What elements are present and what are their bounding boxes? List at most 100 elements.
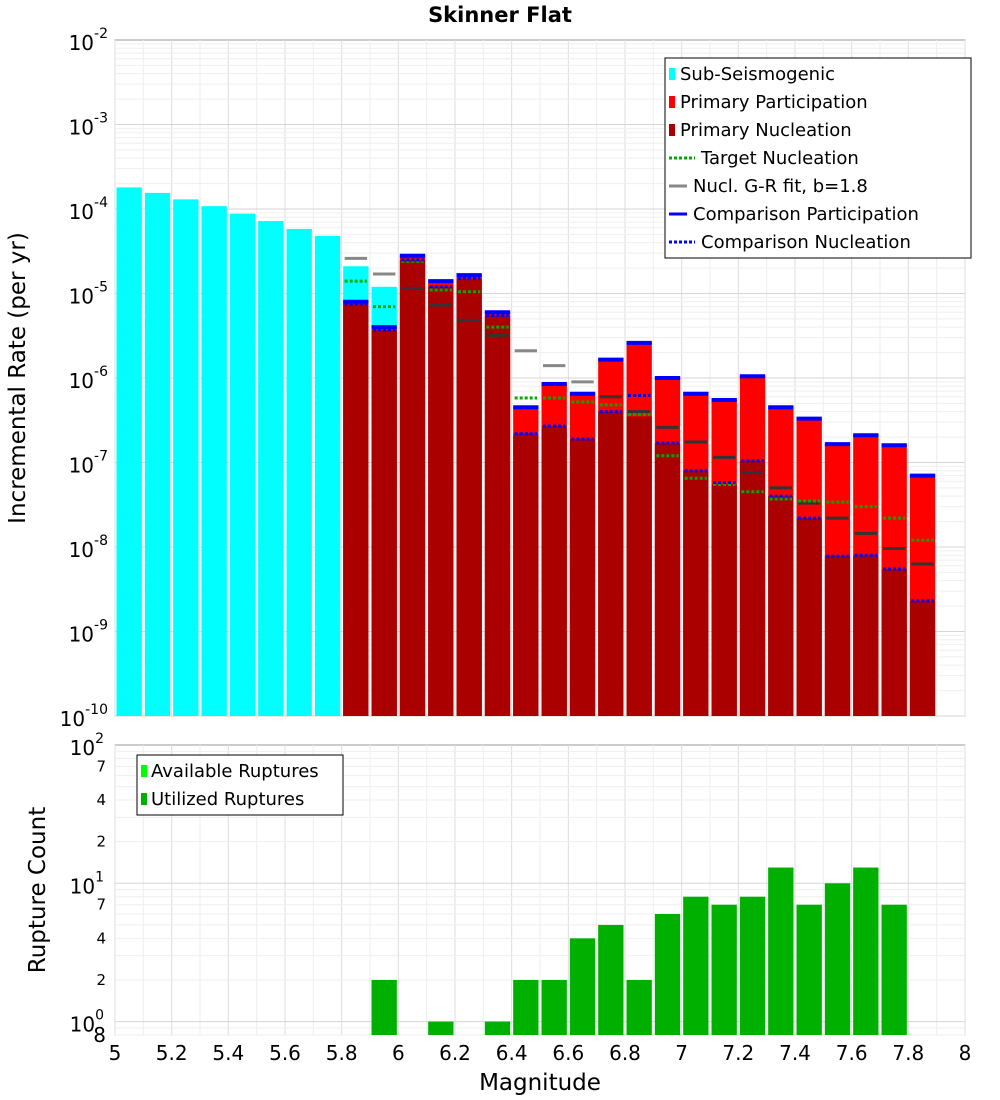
legend-swatch <box>669 68 675 80</box>
x-tick-label: 6.4 <box>496 1041 528 1065</box>
primary-nucleation-bar <box>541 426 567 716</box>
bottom-panel: 100 101 102 8 2 4 7 2 4 7 5 5.2 5.4 5.6 5.8 6 6.2 6.4 6.6… <box>25 731 971 1096</box>
y-tick-label: 10-4 <box>69 195 109 224</box>
y-tick-label: 101 <box>70 869 104 898</box>
primary-nucleation-bar <box>513 433 539 716</box>
utilized-rupture-bar <box>683 896 709 1035</box>
legend-label: Comparison Participation <box>693 204 919 225</box>
sub-seismogenic-bar <box>173 199 199 717</box>
x-tick-labels: 5 5.2 5.4 5.6 5.8 6 6.2 6.4 6.6 6.8 7 7.2 7.4 7.6 7.8 8 <box>109 1041 972 1065</box>
x-tick-label: 7.8 <box>892 1041 924 1065</box>
sub-seismogenic-bar <box>116 187 142 717</box>
legend-box <box>136 754 344 816</box>
top-y-axis-label: Incremental Rate (per yr) <box>5 232 31 524</box>
x-axis-label: Magnitude <box>479 1070 601 1096</box>
y-minor-tick-label: 2 <box>96 971 106 989</box>
legend-label: Target Nucleation <box>700 148 859 169</box>
primary-nucleation-bar <box>853 555 879 716</box>
primary-nucleation-bar <box>569 438 596 716</box>
legend-swatch <box>141 793 147 805</box>
utilized-rupture-bar <box>569 938 596 1035</box>
primary-nucleation-bar <box>881 568 907 716</box>
y-minor-tick-label: 8 <box>93 1023 106 1047</box>
primary-nucleation-bar <box>711 484 737 716</box>
x-tick-label: 7 <box>675 1041 688 1065</box>
chart-title: Skinner Flat <box>428 3 572 27</box>
utilized-rupture-bar <box>598 924 624 1035</box>
primary-nucleation-bar <box>768 496 794 716</box>
x-tick-label: 8 <box>959 1041 972 1065</box>
top-panel: 10-10 10-9 10-8 10-7 10-6 10-5 10-4 10-3 10-2 In… <box>5 26 972 731</box>
y-tick-label: 10-3 <box>69 111 108 140</box>
utilized-rupture-bar <box>768 867 794 1035</box>
primary-nucleation-bar <box>399 259 426 716</box>
y-minor-tick-label: 4 <box>96 791 106 809</box>
utilized-rupture-bar <box>824 883 851 1035</box>
x-tick-label: 6.2 <box>439 1041 471 1065</box>
x-tick-label: 5 <box>109 1041 122 1065</box>
top-y-tick-labels: 10-10 10-9 10-8 10-7 10-6 10-5 10-4 10-3 10-2 <box>60 26 108 731</box>
bottom-y-tick-labels: 100 101 102 8 2 4 7 2 4 7 <box>70 731 106 1047</box>
utilized-rupture-bar <box>881 904 907 1035</box>
sub-seismogenic-bar <box>314 235 341 716</box>
x-tick-label: 5.6 <box>269 1041 301 1065</box>
primary-nucleation-bar <box>428 286 454 716</box>
y-tick-label: 102 <box>70 731 104 760</box>
primary-nucleation-bars <box>343 259 936 716</box>
bottom-legend: Available Ruptures Utilized Ruptures <box>136 754 344 816</box>
x-tick-label: 6 <box>392 1041 405 1065</box>
legend-label: Utilized Ruptures <box>151 789 304 810</box>
sub-seismogenic-bar <box>229 213 256 716</box>
bottom-y-axis-label: Rupture Count <box>25 807 51 973</box>
top-legend: Sub-Seismogenic Primary Participation Prim… <box>664 57 972 259</box>
primary-nucleation-bar <box>456 278 482 716</box>
legend-swatch <box>141 765 147 777</box>
primary-nucleation-bar <box>739 460 766 716</box>
primary-nucleation-bar <box>824 556 851 716</box>
utilized-rupture-bar <box>853 867 879 1035</box>
primary-nucleation-bar <box>683 470 709 716</box>
utilized-rupture-bar <box>371 979 397 1035</box>
utilized-rupture-bar <box>796 904 822 1035</box>
primary-nucleation-bar <box>909 600 936 716</box>
legend-label: Sub-Seismogenic <box>680 64 835 85</box>
x-tick-label: 5.4 <box>212 1041 244 1065</box>
legend-swatch <box>669 96 675 108</box>
x-tick-label: 7.6 <box>836 1041 868 1065</box>
legend-swatch <box>669 124 675 136</box>
legend-label: Primary Participation <box>680 92 868 113</box>
y-tick-label: 10-2 <box>69 26 108 55</box>
y-minor-tick-label: 4 <box>96 929 106 947</box>
primary-nucleation-bar <box>343 304 369 716</box>
utilized-rupture-bar <box>513 979 539 1035</box>
y-tick-label: 10-5 <box>69 280 108 309</box>
utilized-rupture-bar <box>541 979 567 1035</box>
y-tick-label: 10-9 <box>69 618 108 647</box>
primary-nucleation-bar <box>598 411 624 716</box>
x-tick-label: 5.8 <box>326 1041 358 1065</box>
y-tick-label: 10-7 <box>69 449 108 478</box>
x-tick-label: 7.2 <box>722 1041 754 1065</box>
utilized-rupture-bar <box>654 913 681 1035</box>
utilized-rupture-bar <box>711 904 737 1035</box>
x-tick-label: 6.6 <box>552 1041 584 1065</box>
legend-label: Comparison Nucleation <box>701 232 911 253</box>
sub-seismogenic-bar <box>201 206 227 716</box>
primary-nucleation-bar <box>626 416 652 716</box>
primary-nucleation-bar <box>796 518 822 716</box>
legend-label: Primary Nucleation <box>680 120 852 141</box>
x-tick-label: 7.4 <box>779 1041 811 1065</box>
y-tick-label: 10-10 <box>60 702 108 731</box>
y-tick-label: 10-8 <box>69 533 108 562</box>
y-tick-label: 100 <box>70 1008 104 1037</box>
primary-nucleation-bar <box>484 315 511 716</box>
utilized-rupture-bar <box>739 896 766 1035</box>
sub-seismogenic-bar <box>258 221 284 716</box>
utilized-rupture-bars <box>371 867 907 1035</box>
x-tick-label: 6.8 <box>609 1041 641 1065</box>
y-minor-tick-label: 7 <box>96 757 106 775</box>
utilized-rupture-bar <box>484 1021 511 1035</box>
sub-seismogenic-bar <box>144 192 171 716</box>
primary-nucleation-bar <box>371 329 397 716</box>
